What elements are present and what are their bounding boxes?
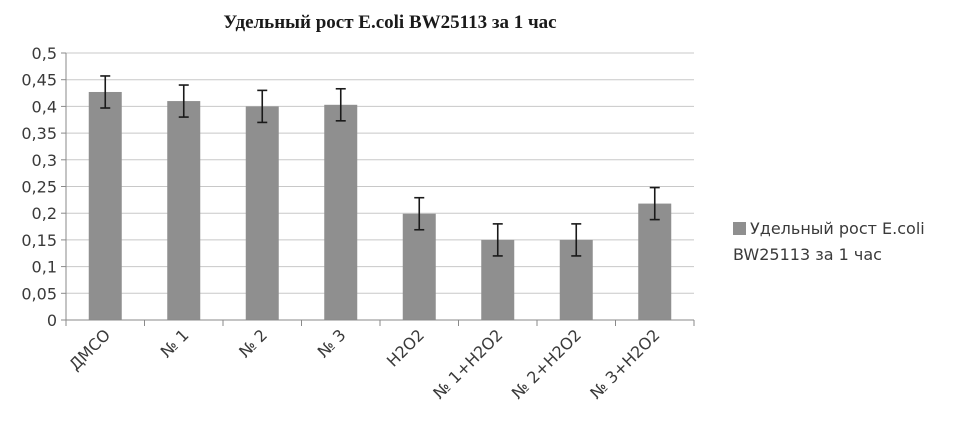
x-tick-label: H2O2 — [383, 325, 428, 370]
x-tick-label: № 3 — [314, 325, 350, 361]
bar — [324, 104, 358, 320]
x-tick-label: № 3+H2O2 — [586, 325, 663, 402]
error-bars — [100, 75, 660, 257]
bar — [88, 91, 122, 321]
bar — [402, 213, 436, 320]
x-axis-ticks: ДМСО № 1 № 2 № 3 H2O2 № 1+H2O2 № 2+H2O2 № 3+H2O… — [65, 325, 663, 402]
grid-lines — [66, 52, 694, 294]
legend-swatch — [733, 222, 746, 235]
y-tick-label: 0,3 — [32, 151, 57, 170]
legend-label: Удельный рост E.coli BW25113 за 1 час — [733, 219, 925, 264]
y-tick-label: 0 — [47, 311, 57, 330]
x-tick-label: № 2+H2O2 — [508, 325, 585, 402]
bar — [167, 101, 201, 320]
y-tick-label: 0,2 — [32, 204, 57, 223]
y-tick-label: 0,05 — [21, 284, 57, 303]
y-tick-label: 0,1 — [32, 258, 57, 277]
bar — [245, 106, 279, 321]
x-tick-label: ДМСО — [65, 325, 114, 374]
y-tick-label: 0,35 — [21, 124, 57, 143]
x-tick-label: № 1 — [157, 325, 193, 361]
legend: Удельный рост E.coli BW25113 за 1 час — [733, 216, 961, 268]
bars — [88, 91, 672, 321]
chart-title: Удельный рост E.coli BW25113 за 1 час — [223, 12, 557, 33]
bar — [638, 203, 672, 320]
y-tick-label: 0,15 — [21, 231, 57, 250]
y-tick-label: 0,5 — [32, 44, 57, 63]
x-tick-label: № 2 — [235, 325, 271, 361]
y-tick-label: 0,45 — [21, 71, 57, 90]
y-tick-label: 0,25 — [21, 178, 57, 197]
axes — [61, 52, 695, 326]
y-axis-ticks: 0 0,05 0,1 0,15 0,2 0,25 0,3 0,35 0,4 0,45 0,5 — [21, 44, 57, 330]
y-tick-label: 0,4 — [32, 97, 57, 116]
x-tick-label: № 1+H2O2 — [429, 325, 506, 402]
